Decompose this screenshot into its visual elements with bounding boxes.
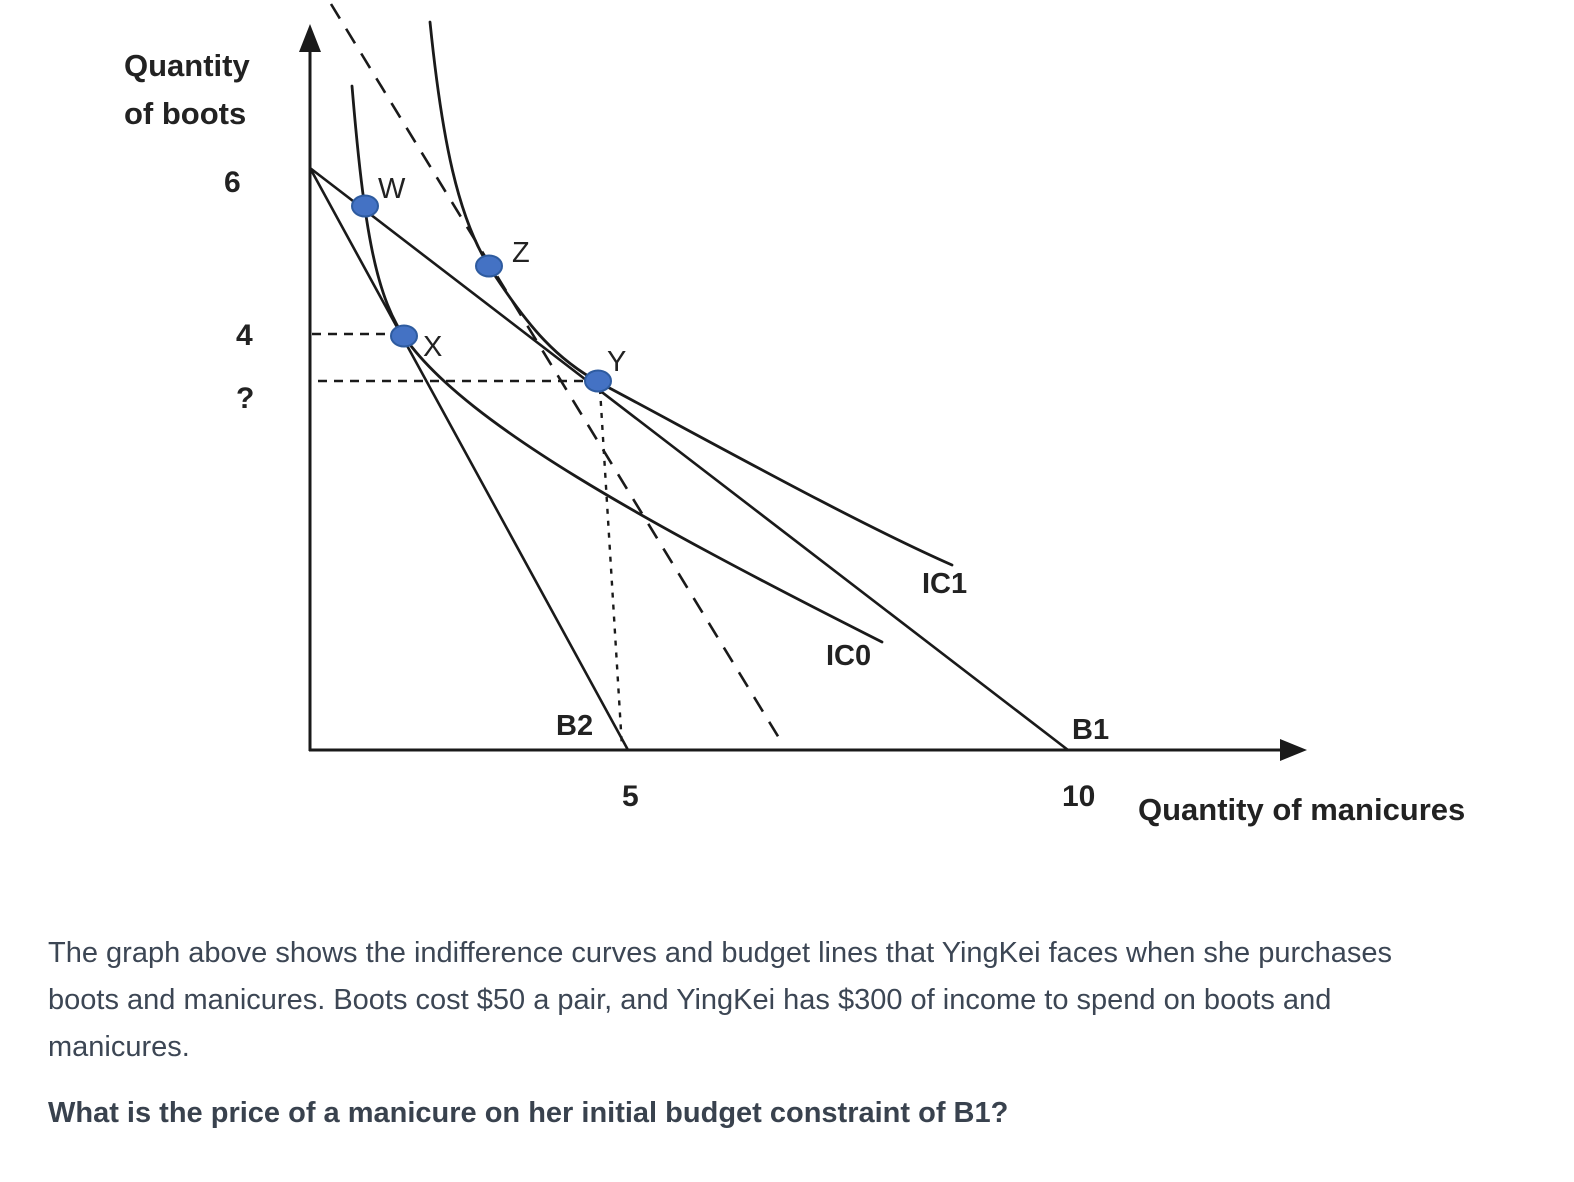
indifference-curve-chart: Quantity of boots 6 4? 5 10 Quantity of manicu…	[124, 3, 1465, 827]
point-x	[390, 324, 418, 348]
y-axis-arrowhead	[299, 24, 321, 52]
point-label-z: Z	[512, 237, 530, 269]
budget-line-b1	[309, 166, 1069, 752]
point-label-y: Y	[607, 346, 626, 378]
line-label-b2: B2	[556, 710, 593, 742]
question-block: The graph above shows the indifference c…	[0, 930, 1574, 1130]
budget-line-b2	[308, 167, 630, 751]
y-tick-question: ?	[236, 382, 254, 415]
dashed-guide-manicures-5	[598, 388, 624, 748]
y-axis-title-line1: Quantity	[124, 48, 250, 83]
description-line-1: The graph above shows the indifference c…	[48, 937, 1392, 969]
x-tick-5: 5	[622, 780, 639, 813]
x-axis-title: Quantity of manicures	[1138, 792, 1465, 827]
description-line-3: manicures.	[48, 1031, 190, 1063]
indifference-curve-ic1	[428, 20, 954, 567]
x-axis-arrowhead	[1280, 739, 1307, 761]
y-axis-title-line2: of boots	[124, 96, 246, 131]
point-w	[351, 194, 379, 218]
line-label-b1: B1	[1072, 714, 1109, 746]
curve-label-ic0: IC0	[826, 640, 871, 672]
x-tick-10: 10	[1062, 780, 1095, 813]
y-tick-4: 4	[236, 319, 253, 352]
y-tick-6: 6	[224, 166, 241, 199]
dashed-budget-line	[329, 3, 781, 739]
point-label-w: W	[378, 173, 406, 205]
point-z	[475, 254, 503, 278]
description-paragraph: The graph above shows the indifference c…	[48, 930, 1526, 1071]
point-label-x: X	[423, 331, 442, 363]
indifference-curve-ic0	[350, 84, 884, 644]
question-text: What is the price of a manicure on her i…	[48, 1097, 1009, 1129]
description-line-2: boots and manicures. Boots cost $50 a pa…	[48, 984, 1332, 1016]
point-y	[584, 369, 612, 393]
curve-label-ic1: IC1	[922, 568, 967, 600]
